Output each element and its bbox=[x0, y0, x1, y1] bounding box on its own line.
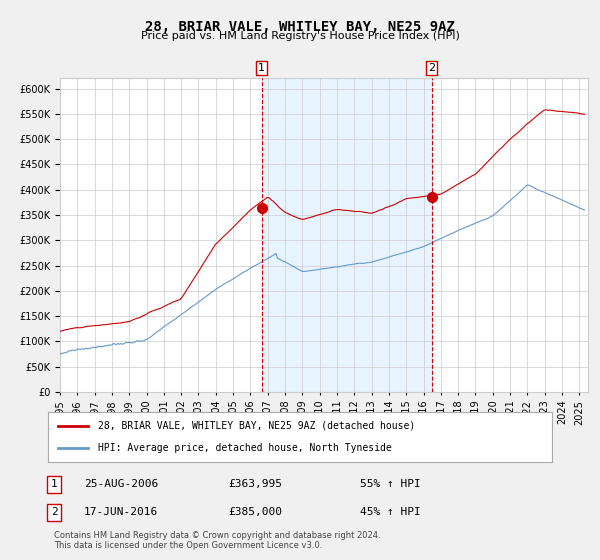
Text: 1: 1 bbox=[258, 63, 265, 73]
Text: 45% ↑ HPI: 45% ↑ HPI bbox=[360, 507, 421, 517]
Text: 2: 2 bbox=[428, 63, 435, 73]
Text: 25-AUG-2006: 25-AUG-2006 bbox=[84, 479, 158, 489]
Text: 2: 2 bbox=[50, 507, 58, 517]
Text: 28, BRIAR VALE, WHITLEY BAY, NE25 9AZ (detached house): 28, BRIAR VALE, WHITLEY BAY, NE25 9AZ (d… bbox=[98, 421, 416, 431]
Text: Contains HM Land Registry data © Crown copyright and database right 2024.
This d: Contains HM Land Registry data © Crown c… bbox=[54, 530, 380, 550]
Text: 1: 1 bbox=[50, 479, 58, 489]
Text: 17-JUN-2016: 17-JUN-2016 bbox=[84, 507, 158, 517]
Text: Price paid vs. HM Land Registry's House Price Index (HPI): Price paid vs. HM Land Registry's House … bbox=[140, 31, 460, 41]
Text: £363,995: £363,995 bbox=[228, 479, 282, 489]
Bar bbox=[262, 78, 431, 392]
Text: 28, BRIAR VALE, WHITLEY BAY, NE25 9AZ: 28, BRIAR VALE, WHITLEY BAY, NE25 9AZ bbox=[145, 20, 455, 34]
Text: HPI: Average price, detached house, North Tyneside: HPI: Average price, detached house, Nort… bbox=[98, 443, 392, 453]
Text: £385,000: £385,000 bbox=[228, 507, 282, 517]
Text: 55% ↑ HPI: 55% ↑ HPI bbox=[360, 479, 421, 489]
